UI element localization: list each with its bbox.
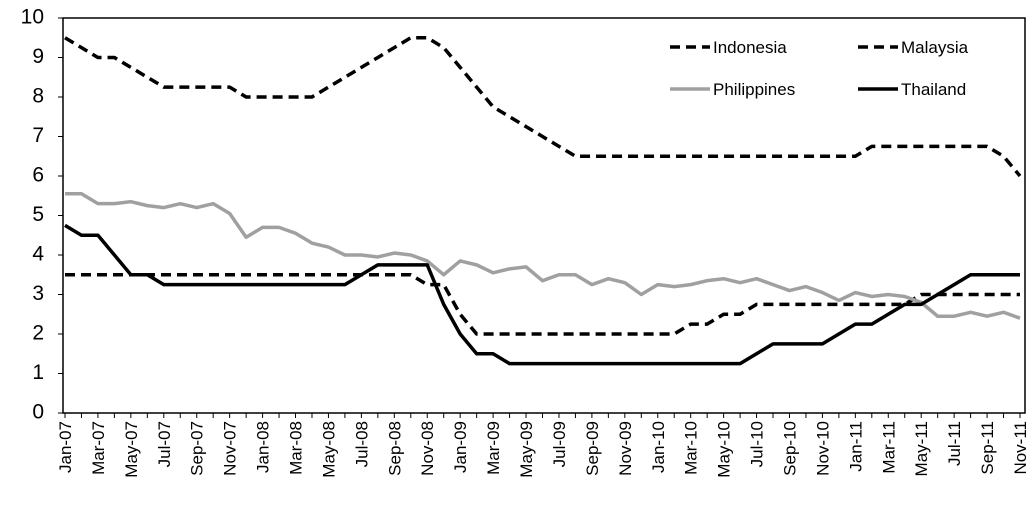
x-tick-label: Sep-08 bbox=[385, 421, 404, 476]
legend-label: Malaysia bbox=[901, 38, 969, 57]
x-tick-label: Sep-09 bbox=[583, 421, 602, 476]
x-tick-label: Jul-09 bbox=[550, 421, 569, 467]
plot-frame bbox=[62, 17, 1026, 414]
y-tick-label: 6 bbox=[32, 164, 44, 187]
x-tick-label: Nov-10 bbox=[813, 421, 832, 476]
y-tick-label: 3 bbox=[32, 282, 44, 305]
x-tick-label: Nov-07 bbox=[221, 421, 240, 476]
legend-label: Philippines bbox=[713, 80, 795, 99]
x-tick-label: Mar-11 bbox=[879, 421, 898, 474]
x-tick-label: Sep-07 bbox=[188, 421, 207, 476]
x-tick-label: Mar-07 bbox=[89, 421, 108, 475]
y-tick-label: 5 bbox=[32, 203, 44, 226]
y-tick-label: 8 bbox=[32, 85, 44, 108]
y-tick-label: 7 bbox=[32, 124, 44, 147]
x-tick-label: Nov-09 bbox=[616, 421, 635, 476]
x-tick-label: Jul-11 bbox=[945, 421, 964, 466]
x-tick-label: Sep-10 bbox=[780, 421, 799, 476]
x-tick-label: May-10 bbox=[715, 421, 734, 478]
x-tick-label: Sep-11 bbox=[978, 421, 997, 475]
x-tick-label: Nov-11 bbox=[1011, 421, 1030, 475]
y-tick-label: 2 bbox=[32, 322, 44, 345]
x-tick-label: Jan-09 bbox=[451, 421, 470, 473]
y-tick-label: 0 bbox=[32, 401, 44, 424]
y-tick-label: 9 bbox=[32, 45, 44, 68]
legend-label: Indonesia bbox=[713, 38, 787, 57]
x-tick-label: Jan-11 bbox=[846, 421, 865, 472]
line-series bbox=[65, 273, 1020, 336]
x-tick-label: Jul-07 bbox=[155, 421, 174, 467]
x-tick-label: Nov-08 bbox=[418, 421, 437, 476]
x-tick-label: Jan-08 bbox=[254, 421, 273, 473]
y-tick-label: 1 bbox=[32, 361, 44, 384]
x-tick-label: May-09 bbox=[517, 421, 536, 478]
x-tick-label: Jan-10 bbox=[649, 421, 668, 473]
x-tick-label: Mar-10 bbox=[682, 421, 701, 475]
line-series bbox=[65, 192, 1021, 320]
x-tick-label: Jul-10 bbox=[748, 421, 767, 467]
legend-label: Thailand bbox=[901, 80, 966, 99]
x-tick-label: Jul-08 bbox=[352, 421, 371, 467]
y-tick-label: 10 bbox=[21, 6, 44, 29]
y-tick-label: 4 bbox=[32, 243, 44, 266]
line-series bbox=[64, 36, 1022, 178]
x-tick-label: Mar-08 bbox=[287, 421, 306, 475]
x-tick-label: May-07 bbox=[122, 421, 141, 478]
x-tick-label: Mar-09 bbox=[484, 421, 503, 475]
x-tick-label: May-08 bbox=[319, 421, 338, 478]
line-series bbox=[64, 223, 1020, 366]
x-tick-label: May-11 bbox=[912, 421, 931, 476]
x-tick-label: Jan-07 bbox=[56, 421, 75, 473]
